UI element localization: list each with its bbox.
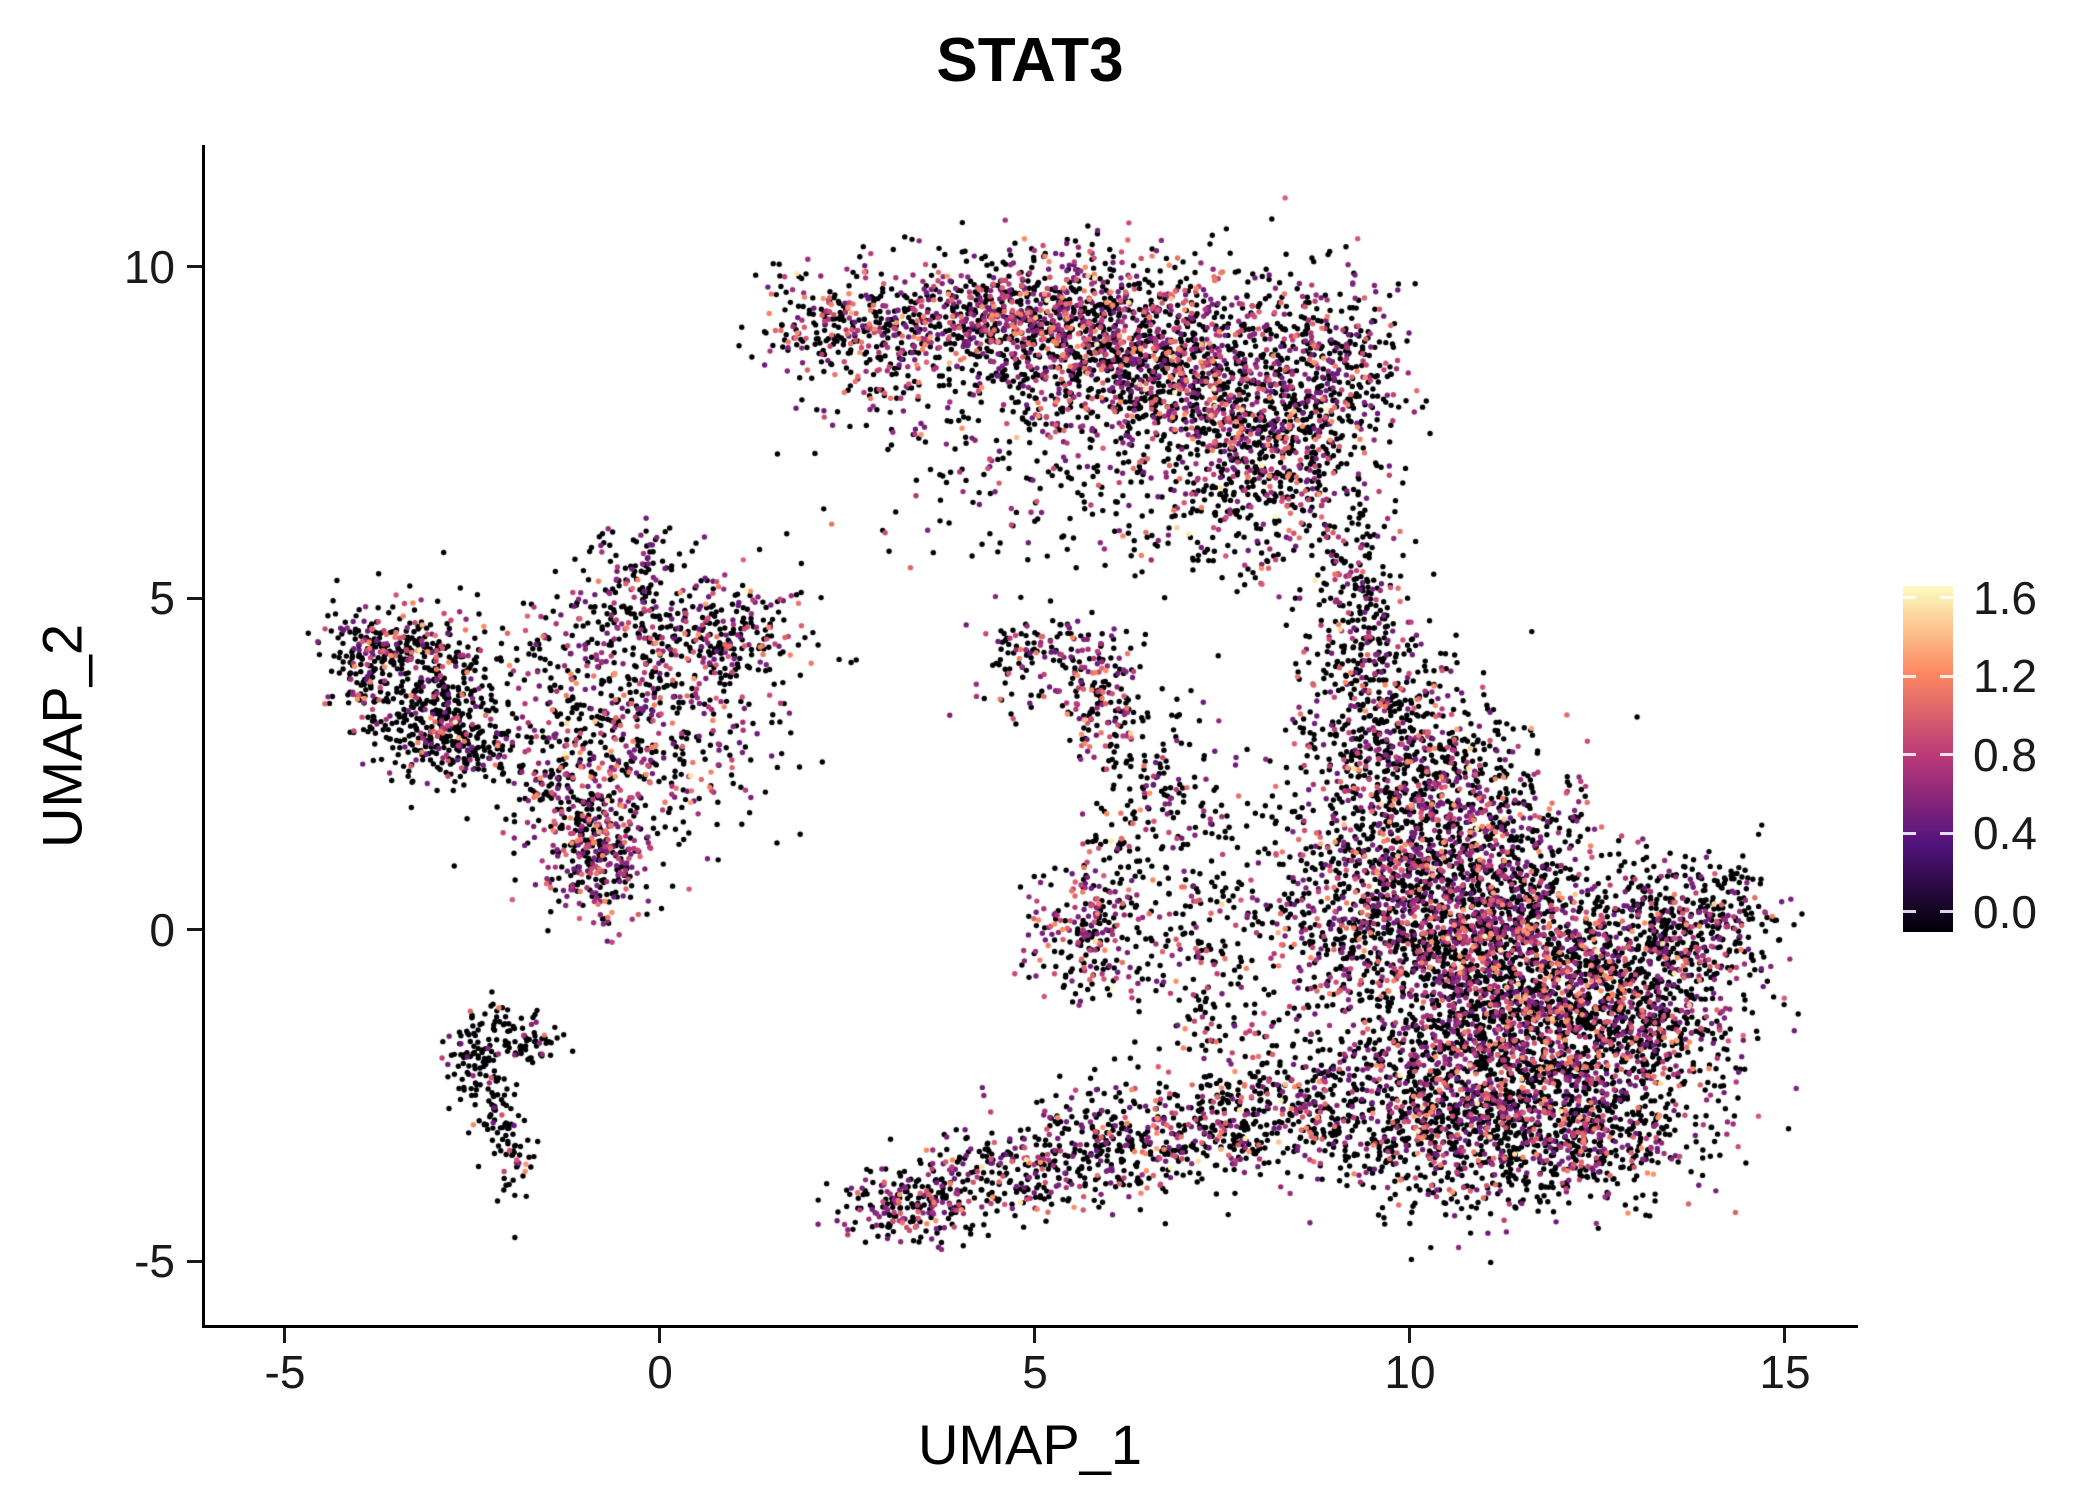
colorbar-tick-mark	[1903, 753, 1916, 756]
colorbar-tick-mark	[1903, 596, 1916, 599]
colorbar-tick-mark	[1940, 832, 1953, 835]
colorbar-tick-label: 1.2	[1973, 650, 2037, 702]
y-axis-title: UMAP_2	[30, 623, 94, 849]
x-tick-mark	[658, 1328, 661, 1343]
y-tick-mark	[187, 928, 202, 931]
colorbar-tick-mark	[1940, 675, 1953, 678]
x-tick-label: -5	[264, 1346, 306, 1398]
x-axis-line	[202, 1325, 1858, 1328]
x-tick-mark	[1408, 1328, 1411, 1343]
x-tick-label: 0	[647, 1346, 673, 1398]
x-tick-label: 10	[1384, 1346, 1436, 1398]
y-tick-mark	[187, 597, 202, 600]
colorbar-tick-label: 0.4	[1973, 807, 2037, 859]
y-tick-label: 0	[149, 904, 175, 956]
x-axis-title: UMAP_1	[917, 1413, 1143, 1476]
colorbar-gradient	[1903, 586, 1953, 932]
y-tick-mark	[187, 265, 202, 268]
plot-title: STAT3	[936, 26, 1124, 95]
y-tick-label: 5	[149, 572, 175, 624]
x-tick-mark	[283, 1328, 286, 1343]
x-tick-mark	[1783, 1328, 1786, 1343]
colorbar-tick-mark	[1940, 596, 1953, 599]
colorbar-tick-mark	[1903, 675, 1916, 678]
x-tick-label: 15	[1759, 1346, 1811, 1398]
colorbar-tick-mark	[1903, 910, 1916, 913]
colorbar-tick-mark	[1940, 910, 1953, 913]
y-tick-mark	[187, 1260, 202, 1263]
x-tick-mark	[1033, 1328, 1036, 1343]
y-tick-label: -5	[134, 1235, 175, 1287]
y-axis-line	[202, 145, 205, 1328]
y-tick-label: 10	[123, 241, 175, 293]
colorbar-tick-label: 0.0	[1973, 886, 2037, 938]
colorbar-tick-mark	[1940, 753, 1953, 756]
colorbar-tick-label: 0.8	[1973, 729, 2037, 781]
colorbar-tick-label: 1.6	[1973, 572, 2037, 624]
colorbar-tick-mark	[1903, 832, 1916, 835]
x-tick-label: 5	[1022, 1346, 1048, 1398]
